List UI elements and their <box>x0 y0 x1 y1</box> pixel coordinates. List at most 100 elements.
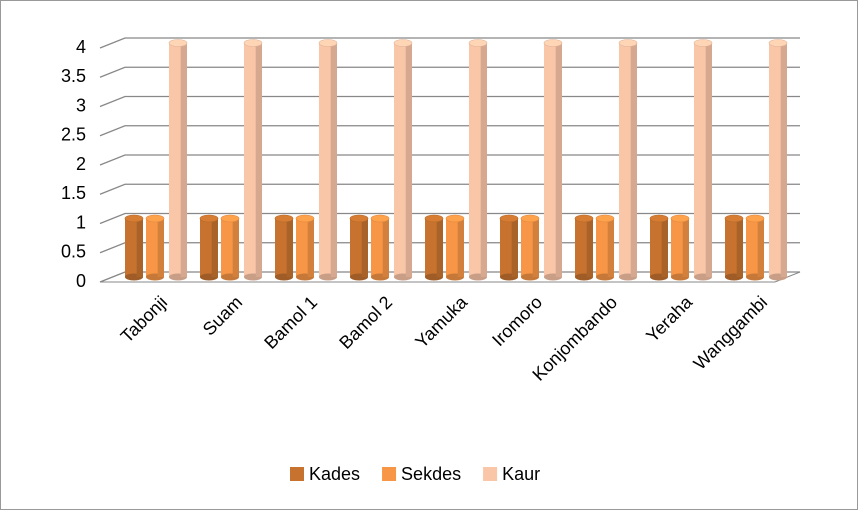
bar-top <box>274 214 294 223</box>
bar <box>424 214 444 281</box>
bar-shade <box>136 218 143 277</box>
bar-top <box>145 214 165 223</box>
y-tick-label: 4 <box>76 37 86 57</box>
bar <box>618 39 638 281</box>
bar-shade <box>436 218 443 277</box>
bar <box>393 39 413 281</box>
bar <box>520 214 540 281</box>
bar-shade <box>682 218 689 277</box>
legend-label: Kaur <box>502 464 540 484</box>
bar-shade <box>307 218 314 277</box>
bar-shade <box>286 218 293 277</box>
bar-top <box>543 39 563 47</box>
bar-top <box>220 214 240 223</box>
legend-swatch <box>382 467 397 481</box>
bar-top <box>595 214 615 223</box>
legend-swatch <box>483 467 498 481</box>
bar-shade <box>586 218 593 277</box>
grid-line <box>99 95 800 108</box>
bar-top <box>424 214 444 223</box>
bar-shade <box>480 43 487 277</box>
bar-shade <box>607 218 614 277</box>
bar <box>318 39 338 281</box>
bar-shade <box>405 43 412 277</box>
bar-top <box>745 214 765 223</box>
legend-swatch <box>290 467 304 481</box>
bar-top <box>768 39 788 47</box>
y-tick-label: 3 <box>76 95 86 115</box>
bar <box>220 214 240 281</box>
bar <box>543 39 563 281</box>
bar-shade <box>736 218 743 277</box>
bar-top <box>649 214 669 223</box>
bar <box>670 214 690 281</box>
bar-top <box>370 214 390 223</box>
bar-top <box>318 39 338 47</box>
grid-line <box>99 125 800 137</box>
bar-shade <box>555 43 562 277</box>
y-tick-label: 3.5 <box>61 66 86 86</box>
bar-shade <box>361 218 368 277</box>
bar-top <box>168 39 188 47</box>
bar-shade <box>457 218 464 277</box>
bar <box>693 39 713 281</box>
bar <box>295 214 315 281</box>
bar-top <box>124 214 144 223</box>
bar-shade <box>630 43 637 277</box>
bar-top <box>693 39 713 47</box>
bar-top <box>574 214 594 223</box>
bar-top <box>670 214 690 223</box>
bar <box>243 39 263 281</box>
y-tick-label: 1 <box>76 212 86 232</box>
bar-shade <box>661 218 668 277</box>
legend-label: Sekdes <box>401 464 461 484</box>
y-tick-label: 0 <box>76 271 86 291</box>
grid-line <box>99 212 800 225</box>
bar-top <box>520 214 540 223</box>
bar <box>468 39 488 281</box>
bar <box>124 214 144 281</box>
legend-label: Kades <box>309 464 360 484</box>
bar-shade <box>330 43 337 277</box>
bar <box>199 214 219 281</box>
bar-shade <box>532 218 539 277</box>
bar <box>168 39 188 281</box>
y-tick-label: 2 <box>76 154 86 174</box>
grid-line <box>99 66 800 78</box>
bar-shade <box>255 43 262 277</box>
grid-line <box>99 37 800 49</box>
bar-top <box>199 214 219 223</box>
bar <box>370 214 390 281</box>
y-tick-label: 1.5 <box>61 183 86 203</box>
bar-shade <box>180 43 187 277</box>
bar <box>724 214 744 281</box>
bar <box>349 214 369 281</box>
bar-shade <box>157 218 164 277</box>
bar <box>768 39 788 281</box>
bar <box>745 214 765 281</box>
bar-top <box>243 39 263 47</box>
bar-top <box>499 214 519 223</box>
bar-shade <box>382 218 389 277</box>
bar <box>445 214 465 281</box>
bar <box>595 214 615 281</box>
bar-shade <box>511 218 518 277</box>
bar-top <box>468 39 488 47</box>
bar-shade <box>232 218 239 277</box>
bar <box>274 214 294 281</box>
bar-top <box>393 39 413 47</box>
bar-top <box>295 214 315 223</box>
bar <box>574 214 594 281</box>
bar-top <box>618 39 638 47</box>
grid-line <box>99 154 800 166</box>
grid-line <box>99 183 800 195</box>
y-tick-label: 0.5 <box>61 242 86 262</box>
y-tick-label: 2.5 <box>61 125 86 145</box>
bar-top <box>445 214 465 223</box>
bar-shade <box>705 43 712 277</box>
bar-top <box>349 214 369 223</box>
bar <box>649 214 669 281</box>
bar-shade <box>780 43 787 277</box>
bar-top <box>724 214 744 223</box>
